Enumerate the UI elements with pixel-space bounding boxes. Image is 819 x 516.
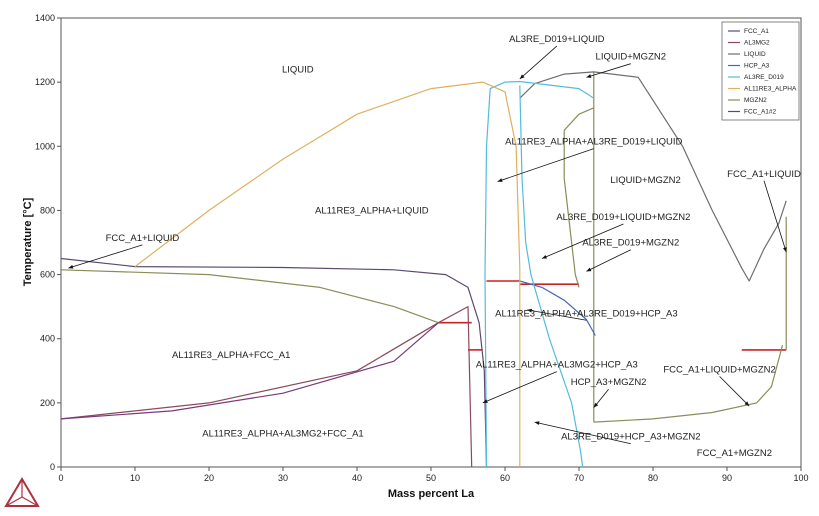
x-tick-label: 60 [500, 473, 510, 483]
x-axis-title: Mass percent La [388, 488, 475, 500]
annotation-arrowhead [542, 254, 547, 259]
y-tick-label: 0 [50, 462, 55, 472]
y-axis-ticks: 0 200 400 600 800 1000 1200 1400 [35, 13, 61, 472]
x-tick-label: 20 [204, 473, 214, 483]
series-line-al3re-d019 [484, 80, 595, 468]
annotation-arrowhead [527, 308, 533, 313]
legend-entry: FCC_A1#2 [744, 109, 777, 116]
phase-region-label: AL11RE3_ALPHA+AL3MG2+FCC_A1 [202, 429, 363, 440]
phase-region-label: FCC_A1+LIQUID [106, 233, 180, 244]
phase-region-label: FCC_A1+LIQUID+MGZN2 [663, 364, 775, 375]
legend-entry: LIQUID [744, 51, 766, 58]
phase-region-label: AL3RE_D019+LIQUID+MGZN2 [556, 212, 690, 223]
phase-region-label: AL11RE3_ALPHA+AL3RE_D019+LIQUID [505, 137, 682, 148]
annotation-arrowhead [593, 402, 599, 408]
annotation-arrowhead [68, 264, 74, 269]
phase-region-label: AL11RE3_ALPHA+LIQUID [315, 206, 429, 217]
series-line-fcc-a1 [60, 257, 488, 468]
series-line-mgzn2 [60, 269, 439, 324]
annotation-arrow [763, 180, 787, 253]
legend-entry: AL11RE3_ALPHA [744, 86, 797, 93]
annotation-arrow [482, 371, 557, 404]
annotation-arrowhead [782, 247, 787, 253]
series-line-mgzn2 [563, 107, 595, 131]
annotation-arrowhead [482, 399, 488, 403]
annotation-arrow [719, 376, 750, 407]
series-line-al11re3-alpha [134, 81, 521, 467]
series-line-mgzn2 [593, 344, 784, 423]
annotation-arrowhead [586, 74, 592, 78]
legend: FCC_A1 AL3MG2 LIQUID HCP_A3 AL3RE_D019 AL11RE… [721, 21, 800, 121]
annotation-arrowhead [586, 267, 592, 272]
x-tick-label: 70 [574, 473, 584, 483]
annotation-arrowhead [519, 74, 525, 79]
y-tick-label: 1200 [35, 77, 55, 87]
legend-items: FCC_A1 AL3MG2 LIQUID HCP_A3 AL3RE_D019 AL11RE… [728, 28, 797, 116]
annotation-arrowhead [497, 178, 503, 182]
phase-region-labels: LIQUID AL3RE_D019+LIQUID LIQUID+MGZN2 AL11R… [68, 34, 801, 459]
series-line-al3mg2 [60, 306, 473, 468]
annotation-arrow [68, 244, 143, 269]
x-tick-label: 50 [426, 473, 436, 483]
annotation-arrow [527, 309, 587, 321]
y-tick-label: 800 [40, 205, 55, 215]
phase-region-label: LIQUID [282, 65, 314, 76]
y-tick-label: 400 [40, 334, 55, 344]
x-tick-label: 90 [722, 473, 732, 483]
phase-region-label: FCC_A1+LIQUID [727, 169, 801, 180]
legend-entry: MGZN2 [744, 97, 767, 104]
y-tick-label: 600 [40, 270, 55, 280]
phase-region-label: AL3RE_D019+HCP_A3+MGZN2 [561, 432, 700, 443]
annotation-arrow [519, 45, 558, 80]
phase-region-label: AL11RE3_ALPHA+AL3RE_D019+HCP_A3 [495, 308, 678, 319]
legend-entry: AL3RE_D019 [744, 74, 784, 81]
legend-entry: HCP_A3 [744, 63, 770, 70]
legend-entry: FCC_A1 [744, 28, 769, 35]
annotation-arrow [534, 421, 631, 445]
legend-entry: AL3MG2 [744, 40, 770, 47]
phase-region-label: AL11RE3_ALPHA+FCC_A1 [172, 350, 290, 361]
annotation-arrowhead [744, 401, 750, 407]
y-tick-label: 1400 [35, 13, 55, 23]
annotation-arrow [586, 249, 631, 272]
annotation-arrow [586, 63, 631, 78]
phase-region-label: LIQUID+MGZN2 [610, 175, 680, 186]
phase-region-label: AL3RE_D019+MGZN2 [582, 238, 679, 249]
series-line-liquid [519, 71, 787, 282]
series-line-al3re-d019 [519, 85, 584, 468]
phase-region-label: AL11RE3_ALPHA+AL3MG2+HCP_A3 [476, 360, 638, 371]
x-tick-label: 30 [278, 473, 288, 483]
x-tick-label: 100 [793, 473, 808, 483]
series-line-mgzn2 [563, 130, 580, 288]
annotation-arrowhead [534, 421, 540, 426]
y-tick-label: 200 [40, 398, 55, 408]
x-axis-ticks: 0 10 20 30 40 50 60 70 80 90 100 [58, 467, 809, 483]
phase-region-label: LIQUID+MGZN2 [596, 52, 666, 63]
thermo-calc-logo-icon [4, 477, 40, 507]
phase-region-label: AL3RE_D019+LIQUID [509, 34, 604, 45]
x-tick-label: 80 [648, 473, 658, 483]
phase-region-label: FCC_A1+MGZN2 [697, 448, 772, 459]
annotation-arrow [497, 148, 594, 182]
phase-region-label: HCP_A3+MGZN2 [571, 377, 647, 388]
x-tick-label: 10 [130, 473, 140, 483]
x-tick-label: 0 [58, 473, 63, 483]
y-axis-title: Temperature [°C] [22, 197, 34, 286]
phase-boundary-lines [60, 71, 787, 468]
series-line-fcc-a1-2 [60, 322, 439, 420]
annotation-arrow [541, 223, 624, 259]
x-tick-label: 40 [352, 473, 362, 483]
y-tick-label: 1000 [35, 141, 55, 151]
